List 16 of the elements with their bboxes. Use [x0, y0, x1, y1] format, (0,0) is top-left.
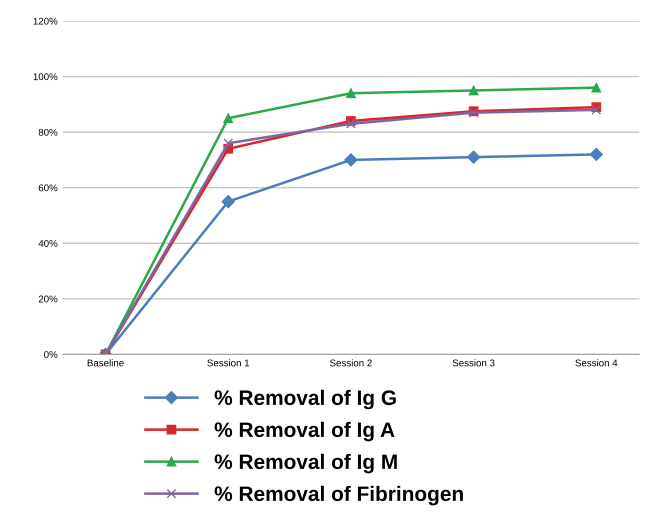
x-tick-label: Session 1 [207, 359, 250, 366]
y-tick-label: 0% [44, 351, 58, 358]
y-tick-label: 20% [38, 296, 58, 302]
x-tick-label: Session 3 [452, 359, 495, 366]
legend-label: % Removal of Ig M [214, 454, 397, 474]
x-tick-label: Session 4 [575, 359, 618, 366]
legend-label: % Removal of Fibrinogen [214, 486, 463, 506]
y-tick-label: 120% [34, 18, 58, 25]
y-tick-label: 80% [38, 128, 58, 136]
x-tick-label: Session 2 [330, 359, 372, 366]
y-tick-label: 40% [38, 240, 58, 247]
legend-label: % Removal of Ig G [214, 390, 396, 410]
legend-label: % Removal of Ig A [214, 422, 395, 442]
x-tick-label: Baseline [88, 359, 124, 366]
y-tick-label: 60% [38, 184, 58, 192]
y-tick-label: 100% [34, 73, 58, 80]
